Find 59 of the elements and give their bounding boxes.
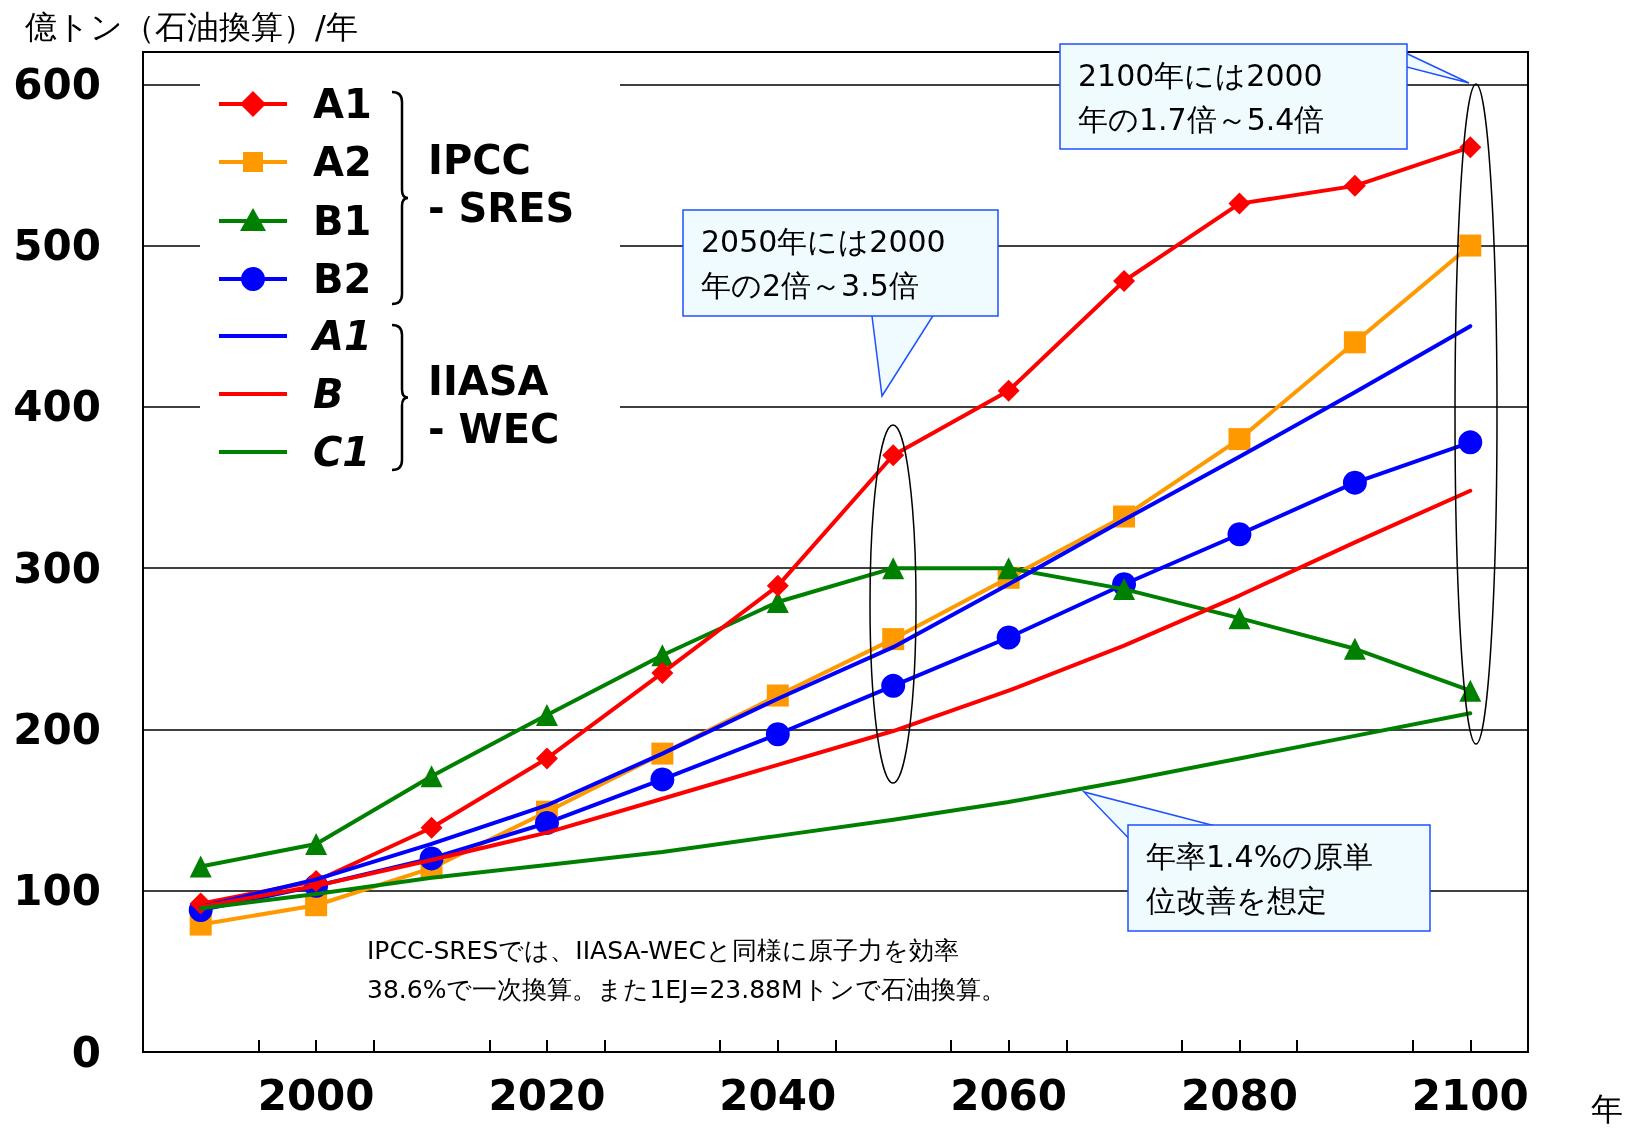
point [420,765,443,788]
point [1459,679,1482,702]
y-tick-label: 500 [13,221,101,271]
legend-label: B1 [313,198,372,244]
legend-label: C1 [313,429,371,475]
point [651,644,674,667]
annotation: IPCC-SRESでは、IIASA-WECと同様に原子力を効率38.6%で一次換算。また1EJ=23.88Mトンで石油換算。 [367,936,1006,1004]
y-axis-title: 億トン（石油換算）/年 [25,8,358,46]
point [1459,234,1482,257]
point [535,703,558,726]
point [1228,607,1251,630]
annotation: 2050年には2000年の2倍～3.5倍 [701,224,946,303]
y-tick-label: 600 [13,59,101,109]
y-tick-label: 100 [13,866,101,916]
point [1343,174,1366,197]
point [535,747,558,770]
point [997,379,1020,402]
x-tick-label: 2060 [950,1070,1068,1120]
annotation: IIASA - WEC [428,358,560,452]
x-tick-label: 2100 [1411,1070,1529,1120]
point [765,722,790,747]
annotation: 年率1.4%の原単位改善を想定 [1146,839,1374,918]
y-tick-label: 400 [13,382,101,432]
point [650,767,675,792]
point [997,557,1020,580]
legend-label: B2 [313,256,372,302]
point [1343,637,1366,660]
point [1113,578,1136,601]
legend-label: A1 [313,81,372,127]
point [881,673,906,698]
point [651,661,674,684]
legend-label: A1 [310,313,372,359]
point [1458,430,1483,455]
legend-label: A2 [313,139,372,185]
point [1459,136,1482,159]
y-tick-label: 300 [13,543,101,593]
point [305,832,328,855]
point [1342,470,1367,495]
point [1228,192,1251,215]
legend-label: B [313,371,344,417]
point [1113,270,1136,293]
point [882,444,905,467]
point [1227,522,1252,547]
x-axis-title: 年 [1591,1090,1623,1128]
y-tick-label: 200 [13,704,101,754]
point [1343,331,1366,354]
annotation: 2100年には2000年の1.7倍～5.4倍 [1078,58,1325,137]
y-tick-label: 0 [71,1027,101,1077]
x-tick-label: 2020 [488,1070,606,1120]
x-tick-label: 2080 [1181,1070,1298,1120]
point [766,574,789,597]
annotation: IPCC - SRES [428,137,575,231]
point [882,557,905,580]
x-tick-label: 2040 [719,1070,837,1120]
point [996,625,1021,650]
point [1228,428,1251,451]
point [420,816,443,839]
x-tick-label: 2000 [257,1070,375,1120]
point [189,855,212,878]
